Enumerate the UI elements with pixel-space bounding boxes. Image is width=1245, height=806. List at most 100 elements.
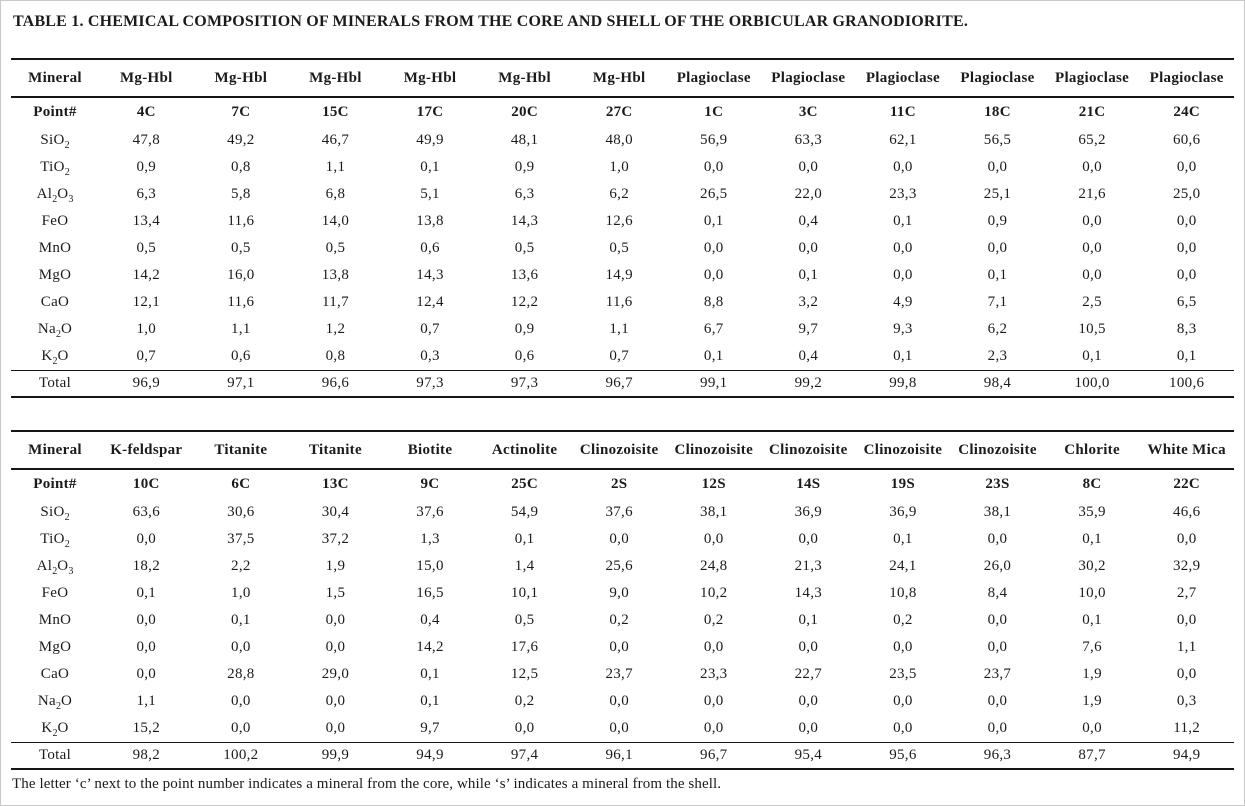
value-cell: 13,4 (132, 213, 161, 229)
value-cell: 13,8 (321, 267, 350, 283)
value-cell: 0,5 (514, 612, 535, 628)
value-cell: 23,3 (889, 186, 917, 202)
point-id: 19S (890, 476, 916, 492)
value-cell: 100,2 (193, 742, 289, 769)
value-cell: 0,0 (798, 720, 819, 736)
value-cell: 0,0 (1176, 159, 1197, 175)
value-cell: 1,9 (1082, 693, 1102, 709)
value-cell: 14,9 (605, 267, 633, 283)
value-cell: 14,3 (416, 267, 444, 283)
row-label: SiO2 (40, 132, 70, 151)
value-cell: 12,4 (416, 294, 444, 310)
value-cell: 0,2 (703, 612, 724, 628)
value-cell: 23,3 (700, 666, 728, 682)
value-cell: 96,9 (99, 370, 194, 397)
value-cell: 12,2 (510, 294, 539, 310)
value-cell: 0,0 (987, 693, 1008, 709)
value-cell: 1,4 (514, 558, 535, 574)
value-cell: 2,7 (1176, 585, 1197, 601)
value-cell: 8,4 (987, 585, 1008, 601)
mineral-name: Plagioclase (666, 59, 762, 98)
mineral-name: Mg-Hbl (477, 59, 572, 98)
composition-table-top: Mineral Mg-Hbl Mg-Hbl Mg-Hbl Mg-Hbl Mg-Hbl Mg-… (11, 58, 1234, 398)
value-cell: 16,0 (227, 267, 255, 283)
mineral-name: Plagioclase (1044, 59, 1140, 98)
value-cell: 0,1 (798, 612, 819, 628)
mineral-name: Plagioclase (855, 59, 951, 98)
value-cell: 30,2 (1078, 558, 1106, 574)
value-cell: 0,0 (231, 639, 251, 655)
value-cell: 3,2 (798, 294, 819, 310)
row-label: K2O (41, 348, 69, 367)
value-cell: 0,4 (798, 348, 819, 364)
value-cell: 1,1 (609, 321, 629, 337)
data-row: SiO2 63,6 30,6 30,4 37,6 54,9 37,6 38,1 36,9 36,9… (11, 499, 1234, 526)
value-cell: 56,5 (983, 132, 1012, 148)
value-cell: 0,0 (798, 240, 819, 256)
value-cell: 60,6 (1172, 132, 1201, 148)
value-cell: 0,0 (136, 666, 157, 682)
value-cell: 0,0 (1176, 666, 1197, 682)
value-cell: 22,0 (794, 186, 823, 202)
value-cell: 0,0 (893, 693, 913, 709)
value-cell: 0,1 (420, 666, 440, 682)
composition-table-bottom: Mineral K-feldspar Titanite Titanite Biotite… (11, 430, 1234, 770)
value-cell: 6,7 (703, 321, 724, 337)
point-id: 23S (985, 476, 1010, 492)
value-cell: 30,6 (227, 504, 255, 520)
value-cell: 48,0 (605, 132, 633, 148)
value-cell: 0,1 (703, 348, 724, 364)
value-cell: 9,3 (893, 321, 913, 337)
point-id: 4C (136, 104, 156, 120)
mineral-header-row: Mineral K-feldspar Titanite Titanite Biotite… (11, 431, 1234, 470)
data-row: Na2O 1,1 0,0 0,0 0,1 0,2 0,0 0,0 0,0 0,0 0,0 1,9 0,3 (11, 688, 1234, 715)
value-cell: 0,0 (703, 159, 724, 175)
value-cell: 0,3 (1176, 693, 1197, 709)
value-cell: 0,1 (987, 267, 1008, 283)
value-cell: 17,6 (510, 639, 539, 655)
value-cell: 0,5 (325, 240, 346, 256)
value-cell: 10,2 (700, 585, 728, 601)
row-label: MnO (38, 240, 72, 256)
value-cell: 0,9 (514, 159, 535, 175)
value-cell: 2,5 (1082, 294, 1102, 310)
value-cell: 10,1 (510, 585, 539, 601)
point-header-row: Point# 10C 6C 13C 9C 25C 2S 12S 14S 19S 23S 8C 22C (11, 469, 1234, 499)
point-header-row: Point# 4C 7C 15C 17C 20C 27C 1C 3C 11C 18C 21C 24C (11, 97, 1234, 127)
point-id: 27C (605, 104, 633, 120)
value-cell: 24,1 (889, 558, 917, 574)
row-label: MnO (38, 612, 72, 628)
value-cell: 0,0 (136, 639, 157, 655)
value-cell: 0,0 (1082, 267, 1102, 283)
mineral-name: Plagioclase (761, 59, 856, 98)
mineral-name: Actinolite (477, 431, 572, 470)
value-cell: 0,8 (231, 159, 251, 175)
value-cell: 37,6 (605, 504, 633, 520)
data-row: SiO2 47,8 49,2 46,7 49,9 48,1 48,0 56,9 63,3 62,1… (11, 127, 1234, 154)
value-cell: 0,7 (136, 348, 157, 364)
value-cell: 1,1 (231, 321, 251, 337)
value-cell: 99,9 (288, 742, 383, 769)
value-cell: 0,0 (1176, 213, 1197, 229)
value-cell: 0,8 (325, 348, 346, 364)
value-cell: 97,4 (477, 742, 572, 769)
value-cell: 11,6 (605, 294, 633, 310)
value-cell: 26,5 (700, 186, 728, 202)
value-cell: 11,6 (227, 213, 255, 229)
data-row: Al2O3 6,3 5,8 6,8 5,1 6,3 6,2 26,5 22,0 23,3 25,1 2… (11, 181, 1234, 208)
value-cell: 14,2 (132, 267, 161, 283)
value-cell: 0,0 (987, 720, 1008, 736)
mineral-name: Clinozoisite (855, 431, 951, 470)
value-cell: 1,2 (325, 321, 346, 337)
mineral-name: Plagioclase (1139, 59, 1234, 98)
value-cell: 1,3 (420, 531, 440, 547)
row-label: FeO (41, 213, 69, 229)
mineral-header-row: Mineral Mg-Hbl Mg-Hbl Mg-Hbl Mg-Hbl Mg-Hbl Mg-… (11, 59, 1234, 98)
value-cell: 0,0 (514, 720, 535, 736)
mineral-name: Mg-Hbl (382, 59, 478, 98)
value-cell: 30,4 (321, 504, 350, 520)
value-cell: 0,0 (893, 639, 913, 655)
value-cell: 0,7 (420, 321, 440, 337)
value-cell: 0,3 (420, 348, 440, 364)
